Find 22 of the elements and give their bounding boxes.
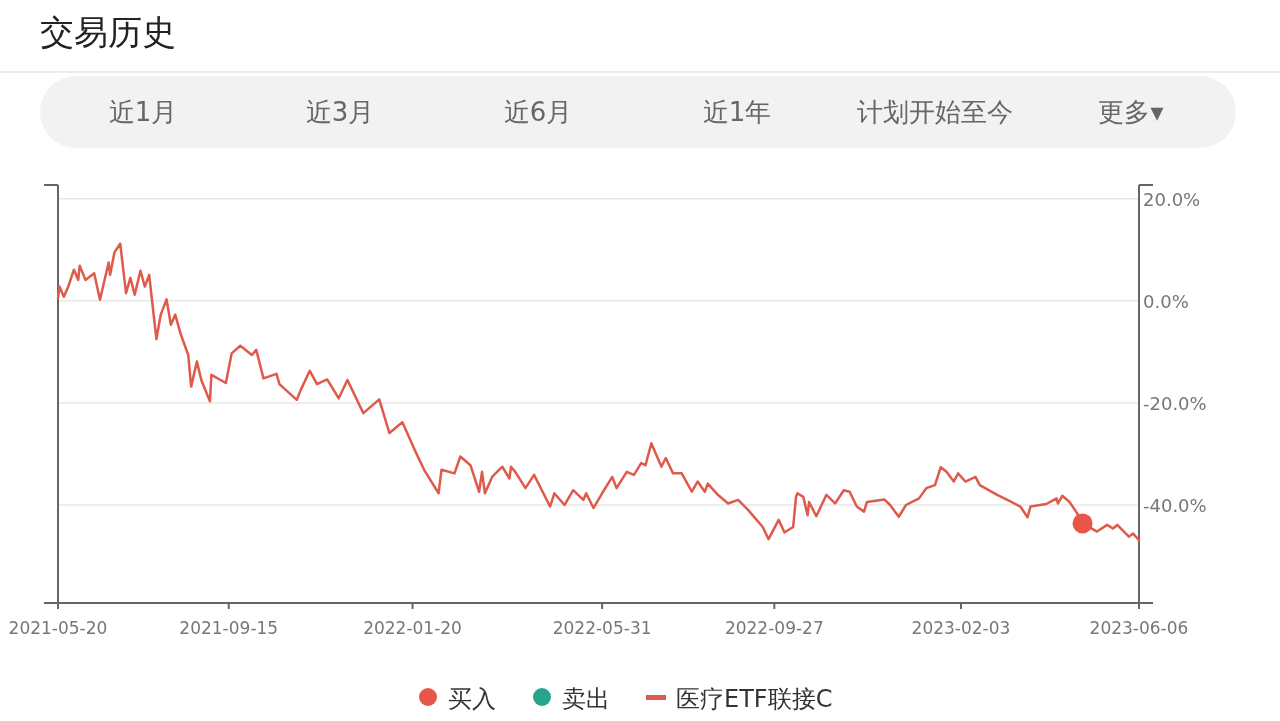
text: 计划开始至今 xyxy=(857,97,1013,127)
text: 近1月 xyxy=(108,97,178,127)
line-series xyxy=(56,242,1141,542)
x-tick-label: 2021-05-20 xyxy=(8,618,108,638)
x-tick-label: 2022-01-20 xyxy=(363,618,462,638)
x-tick-label: 2021-09-15 xyxy=(179,618,279,638)
legend-label: 医疗ETF联接C xyxy=(676,685,833,713)
legend-label: 卖出 xyxy=(562,685,610,713)
legend-label: 买入 xyxy=(448,685,496,713)
chart-title: 交易历史 xyxy=(40,12,176,52)
text: 近6月 xyxy=(503,97,573,127)
x-tick-label: 2023-06-06 xyxy=(1089,618,1189,638)
text: 更多▾ xyxy=(1098,97,1164,127)
y-tick-label: 20.0% xyxy=(1143,188,1201,210)
x-tick-label: 2022-09-27 xyxy=(724,618,824,638)
text: 近1年 xyxy=(702,97,772,127)
y-tick-label: 0.0% xyxy=(1143,290,1189,312)
y-tick-label: -40.0% xyxy=(1143,495,1207,517)
x-tick-label: 2023-02-03 xyxy=(911,618,1011,638)
text: 近3月 xyxy=(305,97,375,127)
x-tick-label: 2022-05-31 xyxy=(552,618,652,638)
y-tick-label: -20.0% xyxy=(1143,392,1207,414)
